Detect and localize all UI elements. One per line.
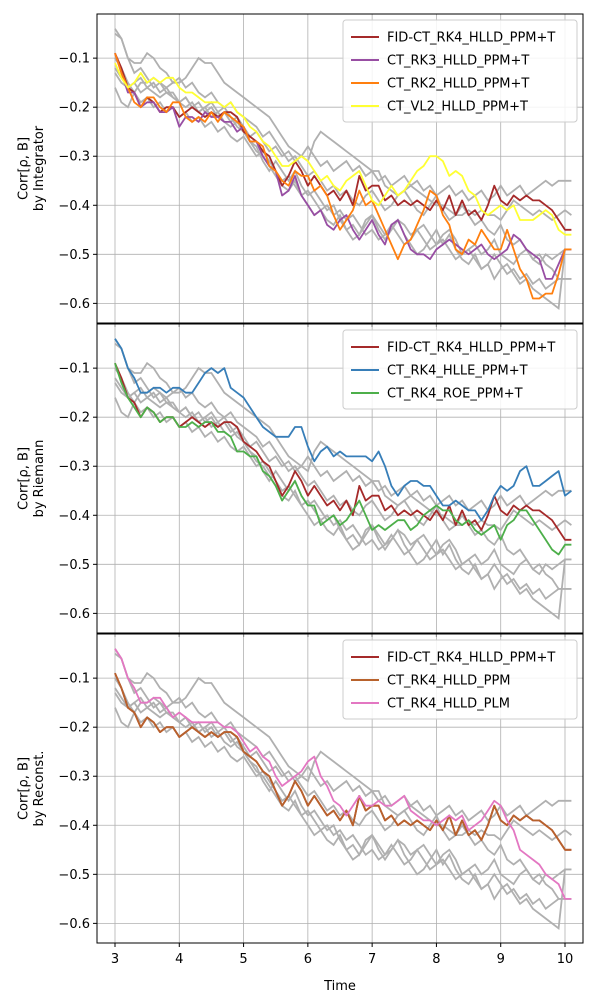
x-tick-label: 3 xyxy=(111,952,119,967)
legend-label: FID-CT_RK4_HLLD_PPM+T xyxy=(387,31,555,46)
x-tick-label: 6 xyxy=(304,952,312,967)
background-series-line-6 xyxy=(114,687,572,822)
series-line-1 xyxy=(114,52,572,231)
panel-2: −0.6 −0.5 −0.4 −0.3 −0.2 −0.1 Corr[ρ, B]by Rie… xyxy=(16,323,584,637)
background-series-line-3 xyxy=(114,652,572,930)
y-tick-label: −0.3 xyxy=(58,150,90,165)
background-series-line-4 xyxy=(114,28,572,280)
legend-box xyxy=(342,329,578,410)
background-series-line-5 xyxy=(114,367,572,601)
y-axis-label-line1: Corr[ρ, B] xyxy=(16,447,31,510)
x-tick-label: 4 xyxy=(175,952,183,967)
x-tick-label: 5 xyxy=(239,952,247,967)
x-tick-label: 8 xyxy=(432,952,440,967)
series-line-2 xyxy=(114,672,572,851)
y-tick-label: −0.6 xyxy=(58,607,90,622)
legend-label: FID-CT_RK4_HLLD_PPM+T xyxy=(387,341,555,356)
series-line-3 xyxy=(114,362,572,556)
series-line-3 xyxy=(114,52,572,300)
y-tick-label: −0.5 xyxy=(58,248,90,263)
legend: FID-CT_RK4_HLLD_PPM+T CT_RK4_HLLD_PPM CT_R… xyxy=(342,639,578,720)
axes-frame xyxy=(96,633,584,944)
y-axis-label-line2: by Riemann xyxy=(32,440,47,518)
legend-label: FID-CT_RK4_HLLD_PPM+T xyxy=(387,651,555,666)
legend-label: CT_VL2_HLLD_PPM+T xyxy=(387,100,528,115)
y-axis-label-line2: by Reconst. xyxy=(32,751,47,827)
series-line-2 xyxy=(114,338,572,522)
legend-box xyxy=(342,639,578,720)
legend-label: CT_RK4_ROE_PPM+T xyxy=(387,387,523,402)
legend-label: CT_RK4_HLLD_PLM xyxy=(387,697,510,712)
background-series-line-2 xyxy=(114,382,572,576)
y-tick-label: −0.5 xyxy=(58,558,90,573)
legend: FID-CT_RK4_HLLD_PPM+T CT_RK4_HLLE_PPM+T CT… xyxy=(342,329,578,410)
x-tick-label: 10 xyxy=(557,952,574,967)
background-series-line-4 xyxy=(114,648,572,900)
y-tick-label: −0.2 xyxy=(58,411,90,426)
y-axis-label-line1: Corr[ρ, B] xyxy=(16,137,31,200)
x-tick-label: 7 xyxy=(368,952,376,967)
y-axis-label: Corr[ρ, B]by Integrator xyxy=(16,125,47,211)
series-line-2 xyxy=(114,52,572,280)
y-tick-label: −0.2 xyxy=(58,101,90,116)
x-tick-label: 9 xyxy=(497,952,505,967)
legend-box xyxy=(342,19,578,123)
y-tick-label: −0.5 xyxy=(58,868,90,883)
background-series-line-6 xyxy=(114,67,572,202)
y-tick-label: −0.6 xyxy=(58,297,90,312)
y-tick-label: −0.1 xyxy=(58,362,90,377)
series-group xyxy=(114,338,572,620)
y-axis-label: Corr[ρ, B]by Riemann xyxy=(16,440,47,518)
series-line-1 xyxy=(114,362,572,541)
legend-label: CT_RK2_HLLD_PPM+T xyxy=(387,77,529,92)
background-series-line-1 xyxy=(114,676,572,842)
series-group xyxy=(114,28,572,310)
y-tick-label: −0.1 xyxy=(58,52,90,67)
series-line-4 xyxy=(114,62,572,236)
panel-3: −0.6 −0.5 −0.4 −0.3 −0.2 −0.1 3 4 5 6 7 8 9 10 Corr[ρ,… xyxy=(16,633,584,967)
background-series-line-6 xyxy=(114,377,572,512)
legend-label: CT_RK3_HLLD_PPM+T xyxy=(387,54,529,69)
axes-frame xyxy=(96,323,584,634)
legend-label: CT_RK4_HLLD_PPM xyxy=(387,674,511,689)
y-tick-label: −0.4 xyxy=(58,199,90,214)
legend-label: CT_RK4_HLLE_PPM+T xyxy=(387,364,528,379)
y-tick-label: −0.3 xyxy=(58,770,90,785)
y-tick-label: −0.4 xyxy=(58,819,90,834)
background-series-line-1 xyxy=(114,56,572,222)
y-axis-label: Corr[ρ, B]by Reconst. xyxy=(16,751,47,827)
y-tick-label: −0.1 xyxy=(58,672,90,687)
x-axis-label: Time xyxy=(323,979,356,994)
y-tick-label: −0.6 xyxy=(58,917,90,932)
y-tick-label: −0.3 xyxy=(58,460,90,475)
series-line-3 xyxy=(114,648,572,900)
y-tick-label: −0.2 xyxy=(58,721,90,736)
axes-frame xyxy=(96,13,584,324)
y-axis-label-line1: Corr[ρ, B] xyxy=(16,757,31,820)
y-axis-label-line2: by Integrator xyxy=(32,125,47,211)
background-series-line-2 xyxy=(114,692,572,886)
legend: FID-CT_RK4_HLLD_PPM+T CT_RK3_HLLD_PPM+T CT… xyxy=(342,19,578,123)
series-group xyxy=(114,648,572,930)
panel-1: −0.6 −0.5 −0.4 −0.3 −0.2 −0.1 Corr[ρ, B]by Int… xyxy=(16,13,584,327)
background-series-line-3 xyxy=(114,342,572,620)
y-tick-label: −0.4 xyxy=(58,509,90,524)
background-series-line-5 xyxy=(114,677,572,911)
